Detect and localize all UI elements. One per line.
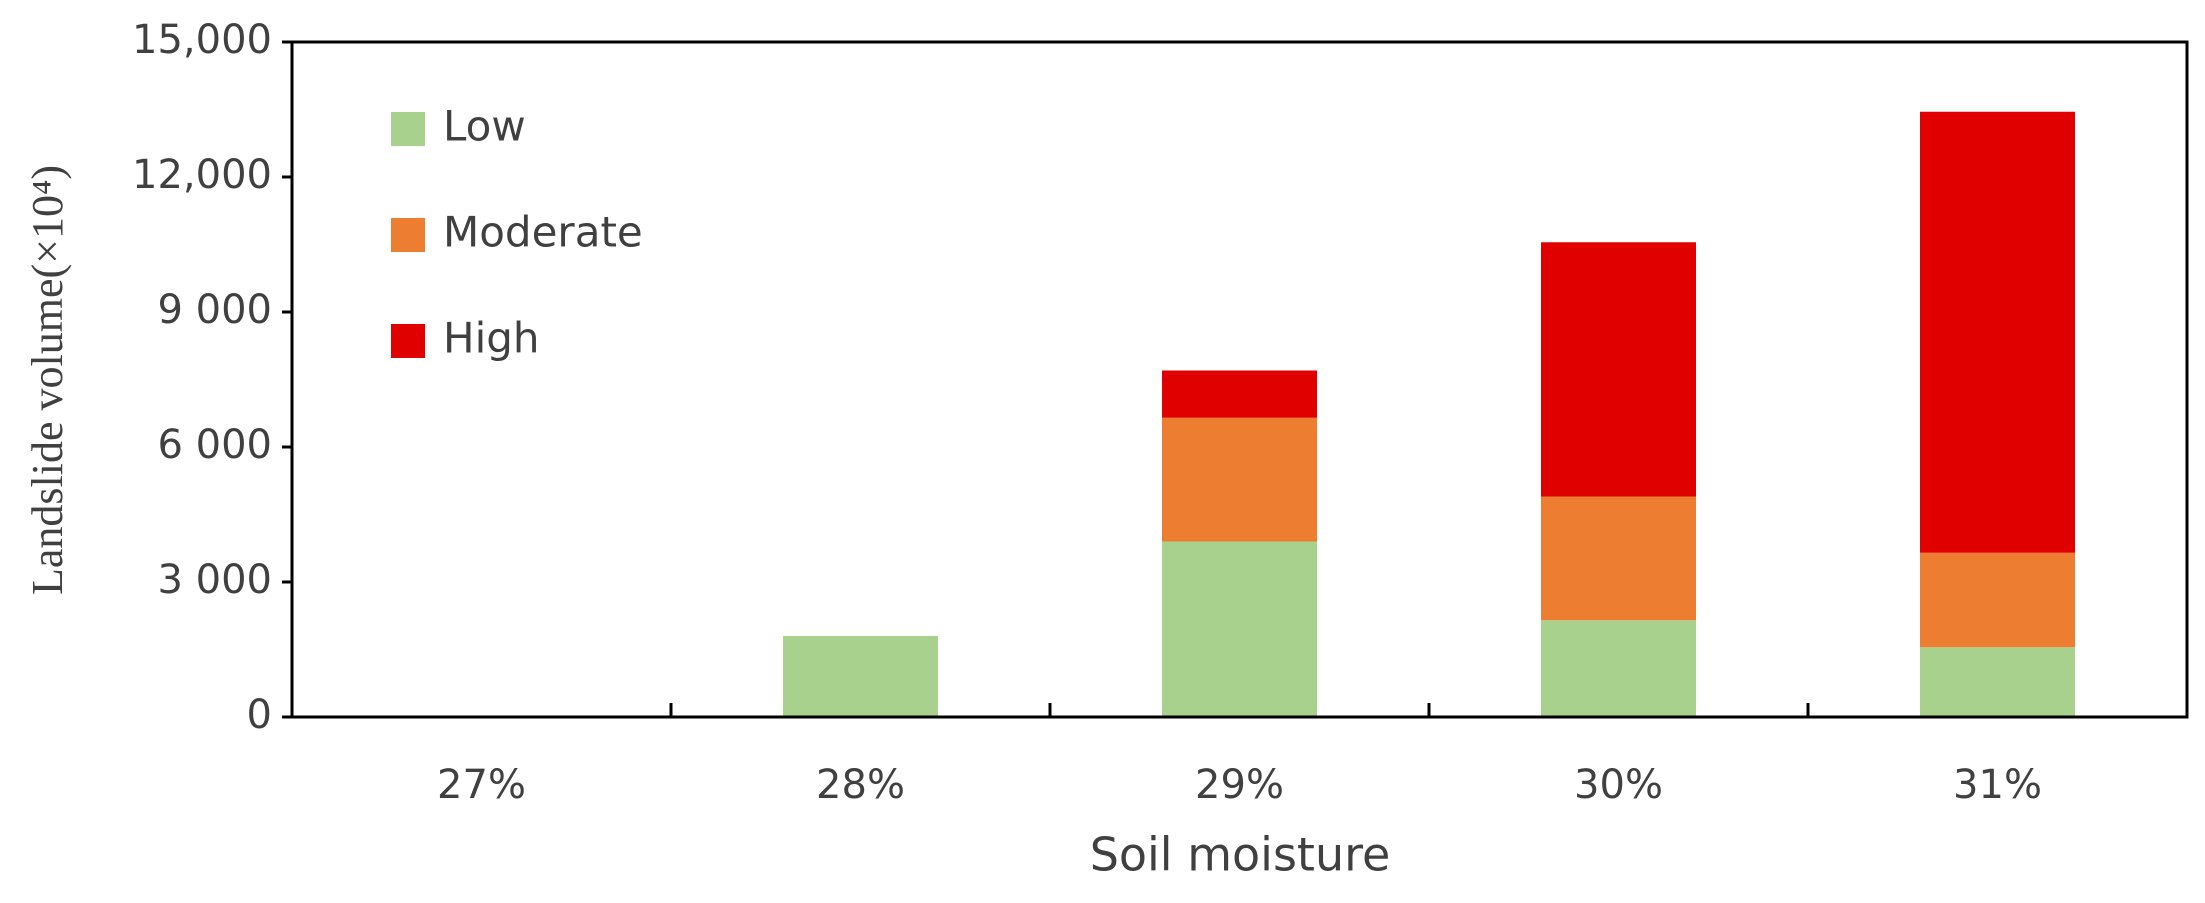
bar-segment — [783, 636, 938, 717]
y-tick-label: 12,000 — [132, 152, 272, 198]
x-tick-label: 27% — [437, 762, 526, 808]
y-tick-label: 15,000 — [132, 17, 272, 63]
y-tick-label: 6 000 — [157, 422, 272, 468]
plot-frame — [290, 40, 2189, 719]
x-tick-label: 31% — [1953, 762, 2042, 808]
legend-swatch — [391, 112, 425, 146]
bar-segment — [1162, 370, 1317, 418]
y-axis-title: Landslide volume(×10⁴) — [23, 165, 72, 595]
bar-segment — [1162, 417, 1317, 542]
legend-label: Low — [443, 102, 526, 151]
legend-label: Moderate — [443, 208, 643, 257]
x-axis-title: Soil moisture — [1090, 828, 1391, 882]
legend-label: High — [443, 314, 540, 363]
bar-segment — [1920, 552, 2075, 648]
y-tick-label: 3 000 — [157, 557, 272, 603]
x-tick-label: 30% — [1574, 762, 1663, 808]
legend-swatch — [391, 324, 425, 358]
bar-segment — [1541, 620, 1696, 717]
legend-swatch — [391, 218, 425, 252]
x-tick-label: 29% — [1195, 762, 1284, 808]
bar-segment — [1920, 111, 2075, 553]
bar-segment — [1920, 647, 2075, 717]
y-tick-label: 9 000 — [157, 287, 272, 333]
x-tick-label: 28% — [816, 762, 905, 808]
bar-segment — [1162, 541, 1317, 717]
y-tick-label: 0 — [247, 692, 272, 738]
bar-segment — [1541, 496, 1696, 621]
bar-segment — [1541, 242, 1696, 497]
